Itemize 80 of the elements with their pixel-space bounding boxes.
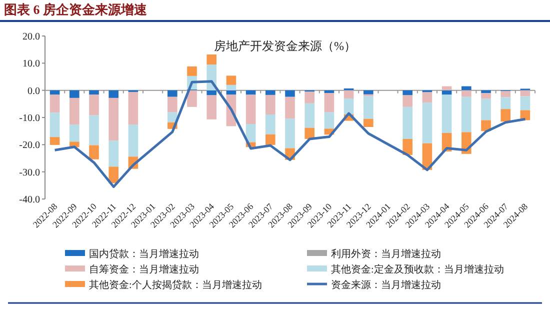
y-tick-label: -30.0 bbox=[19, 167, 40, 178]
bar bbox=[304, 103, 314, 128]
bar bbox=[364, 118, 374, 128]
bar bbox=[50, 94, 60, 113]
bar bbox=[442, 94, 452, 133]
legend-label: 资金来源：当月增速拉动 bbox=[331, 279, 441, 291]
bar bbox=[324, 93, 334, 112]
bar bbox=[304, 128, 314, 139]
bar bbox=[402, 90, 412, 96]
legend-label: 其他资金:个人按揭贷款：当月增速拉动 bbox=[89, 279, 262, 291]
bar bbox=[481, 90, 491, 94]
bar bbox=[206, 90, 216, 96]
bar bbox=[481, 120, 491, 132]
bar bbox=[422, 92, 432, 103]
bar bbox=[108, 90, 118, 98]
legend-label: 其他资金:定金及预收款：当月增速拉动 bbox=[331, 264, 504, 276]
bar bbox=[500, 91, 510, 98]
y-tick-label: 0.0 bbox=[28, 86, 40, 97]
bar bbox=[344, 98, 354, 115]
bar bbox=[50, 112, 60, 138]
bar bbox=[128, 124, 138, 157]
bar bbox=[70, 90, 80, 98]
bar bbox=[108, 98, 118, 141]
bar bbox=[364, 90, 374, 94]
bar bbox=[324, 112, 334, 129]
bar bbox=[481, 98, 491, 120]
legend-label: 国内贷款：当月增速拉动 bbox=[89, 248, 199, 260]
bar bbox=[70, 124, 80, 142]
bar bbox=[206, 54, 216, 65]
bar bbox=[402, 106, 412, 139]
bar bbox=[187, 66, 197, 76]
bar bbox=[89, 94, 99, 116]
y-tick-label: 20.0 bbox=[22, 32, 40, 42]
bar bbox=[206, 95, 216, 120]
bar bbox=[89, 145, 99, 160]
bar bbox=[226, 84, 236, 90]
bar bbox=[422, 102, 432, 144]
bar bbox=[364, 96, 374, 119]
y-tick-label: 10.0 bbox=[22, 58, 40, 70]
bar bbox=[500, 97, 510, 110]
bar bbox=[285, 96, 295, 119]
bar bbox=[168, 112, 178, 122]
bar bbox=[187, 90, 197, 107]
bar bbox=[324, 90, 334, 94]
title: 图表 6 房企资金来源增速 bbox=[4, 2, 147, 17]
bar bbox=[128, 92, 138, 125]
bar bbox=[344, 90, 354, 98]
bar bbox=[89, 90, 99, 95]
bar bbox=[520, 96, 530, 110]
legend-label: 自筹资金：当月增速拉动 bbox=[89, 264, 199, 276]
bar bbox=[285, 90, 295, 97]
bar bbox=[462, 96, 472, 132]
bar bbox=[246, 124, 256, 142]
bar bbox=[402, 95, 412, 107]
bar bbox=[70, 98, 80, 125]
bar bbox=[108, 140, 118, 167]
bar bbox=[266, 134, 276, 145]
bar bbox=[246, 94, 256, 124]
bar bbox=[481, 93, 491, 99]
bar bbox=[500, 109, 510, 122]
bar bbox=[462, 90, 472, 97]
bar bbox=[226, 76, 236, 85]
legend-label: 利用外资：当月增速拉动 bbox=[331, 248, 441, 260]
y-tick-label: -40.0 bbox=[19, 194, 40, 206]
bar bbox=[285, 118, 295, 148]
bar bbox=[89, 115, 99, 146]
bar bbox=[402, 138, 412, 155]
bar bbox=[266, 94, 276, 115]
bar bbox=[168, 90, 178, 97]
bar bbox=[266, 114, 276, 134]
bar bbox=[442, 86, 452, 90]
bar bbox=[304, 92, 314, 104]
bar bbox=[520, 90, 530, 96]
bar bbox=[266, 90, 276, 95]
y-tick-label: -20.0 bbox=[19, 140, 40, 152]
bar bbox=[50, 137, 60, 145]
bar bbox=[168, 96, 178, 112]
subtitle: 房地产开发资金来源（%） bbox=[214, 39, 356, 53]
bar bbox=[462, 86, 472, 90]
y-tick-label: -10.0 bbox=[19, 113, 40, 124]
